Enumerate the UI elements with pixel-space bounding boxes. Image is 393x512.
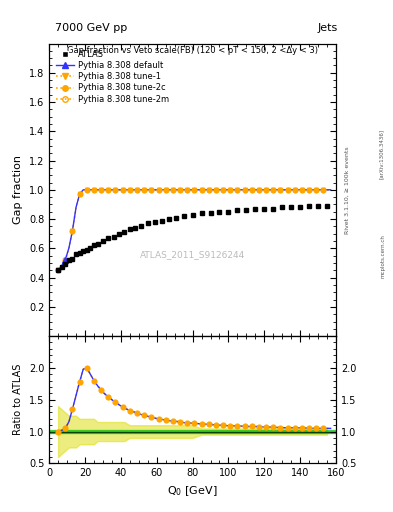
Text: ATLAS_2011_S9126244: ATLAS_2011_S9126244 xyxy=(140,250,245,259)
Y-axis label: Rivet 3.1.10, ≥ 100k events: Rivet 3.1.10, ≥ 100k events xyxy=(345,146,350,233)
Text: mcplots.cern.ch: mcplots.cern.ch xyxy=(381,234,386,278)
Text: 7000 GeV pp: 7000 GeV pp xyxy=(55,23,127,33)
Legend: ATLAS, Pythia 8.308 default, Pythia 8.308 tune-1, Pythia 8.308 tune-2c, Pythia 8: ATLAS, Pythia 8.308 default, Pythia 8.30… xyxy=(53,48,172,106)
Text: Jets: Jets xyxy=(318,23,338,33)
Y-axis label: Gap fraction: Gap fraction xyxy=(13,155,23,224)
X-axis label: Q$_0$ [GeV]: Q$_0$ [GeV] xyxy=(167,484,218,498)
Y-axis label: Ratio to ATLAS: Ratio to ATLAS xyxy=(13,364,23,435)
Bar xyxy=(49,430,336,434)
Text: [arXiv:1306.3436]: [arXiv:1306.3436] xyxy=(379,129,384,179)
Text: Gap fraction vs Veto scale(FB) (120 < pT < 150, 2 <Δy < 3): Gap fraction vs Veto scale(FB) (120 < pT… xyxy=(67,47,318,55)
